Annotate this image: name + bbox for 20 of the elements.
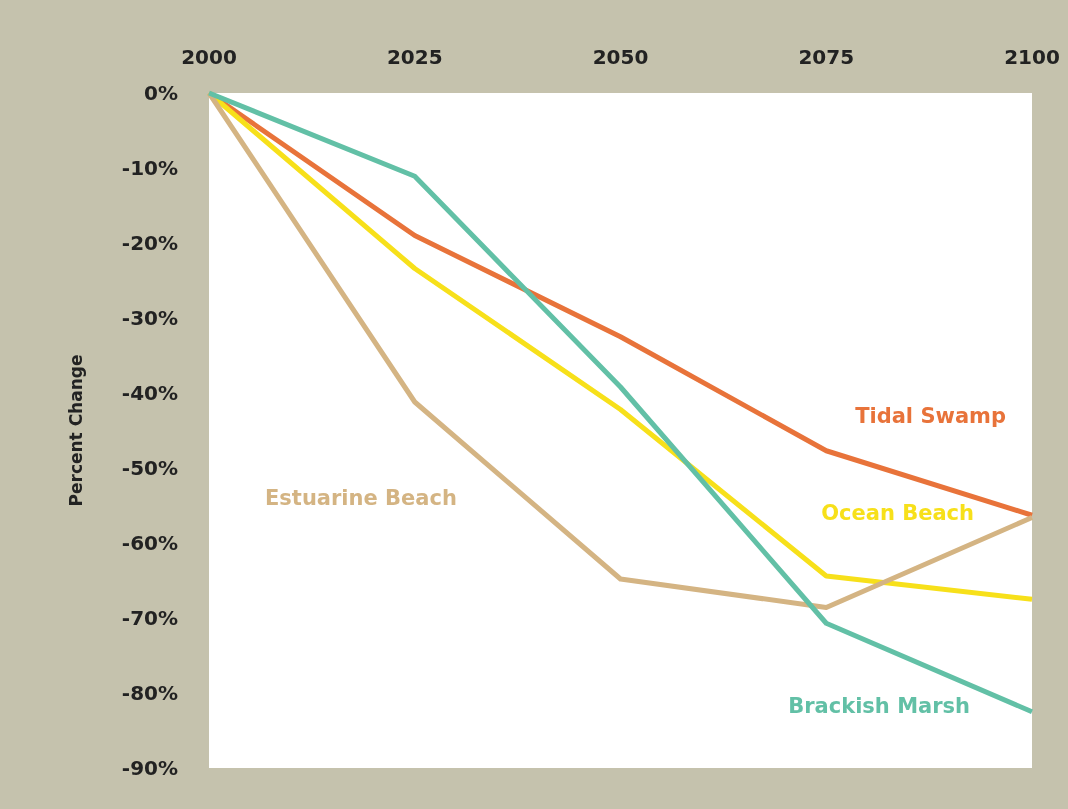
y-tick-label: 0% (144, 81, 178, 105)
series-label: Ocean Beach (821, 501, 974, 525)
series-label: Tidal Swamp (855, 404, 1006, 428)
y-tick-label: -60% (121, 531, 178, 555)
y-tick-label: -40% (121, 381, 178, 405)
series-label: Estuarine Beach (265, 486, 457, 510)
x-tick-label: 2100 (1004, 45, 1060, 69)
y-tick-label: -70% (121, 606, 178, 630)
y-tick-label: -30% (121, 306, 178, 330)
y-axis-title: Percent Change (66, 354, 86, 507)
x-tick-label: 2025 (386, 45, 443, 69)
x-tick-label: 2075 (798, 45, 855, 69)
y-tick-label: -50% (121, 456, 178, 480)
x-tick-label: 2000 (181, 45, 237, 69)
y-tick-label: -90% (121, 756, 178, 780)
series-label: Brackish Marsh (788, 694, 970, 718)
y-tick-label: -20% (121, 231, 178, 255)
y-tick-label: -10% (121, 156, 178, 180)
x-tick-label: 2050 (592, 45, 649, 69)
y-tick-label: -80% (121, 681, 178, 705)
